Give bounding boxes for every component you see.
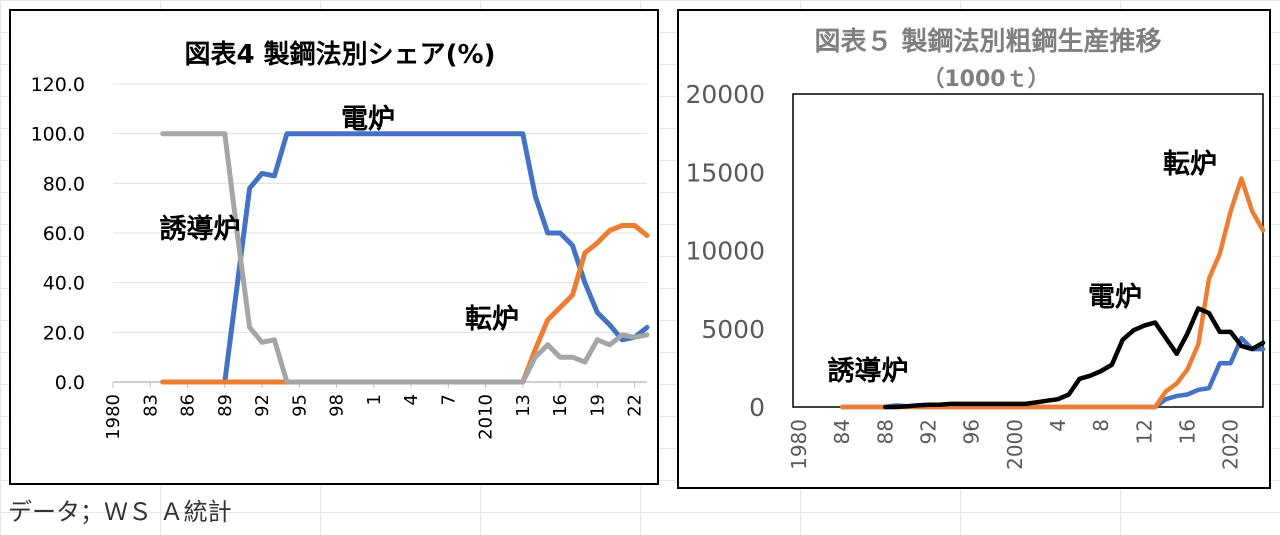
data-source-note: データ；ＷＳ Ａ統計 (8, 498, 232, 526)
chart2-x-tick-label: 2020 (1219, 419, 1243, 470)
chart1-x-ticks: 1980 83 86 89 92 95 98 1 4 7 2010 13 16 19 22 (103, 382, 646, 440)
chart2-x-tick-label: 88 (873, 419, 897, 444)
chart2-y-tick-label: 20000 (685, 80, 765, 109)
chart1-y-tick-label: 0.0 (55, 372, 85, 394)
chart1-label-induction: 誘導炉 (160, 213, 241, 245)
chart1-line-series-2 (160, 131, 650, 385)
chart2-x-tick-label: 1980 (787, 419, 811, 470)
chart2-x-tick-label: 92 (916, 419, 940, 444)
chart2-y-ticks: 0 5000 10000 15000 20000 (685, 80, 765, 422)
chart1-x-tick-label: 13 (513, 394, 534, 417)
chart2-line-series-2 (883, 306, 1266, 410)
chart1-label-bof: 転炉 (465, 304, 519, 335)
chart1-title: 図表4 製鋼法別シェア(%) (185, 40, 496, 70)
chart1-x-tick-label: 1980 (103, 394, 124, 440)
chart2-y-tick-label: 15000 (685, 158, 765, 187)
chart1-x-tick-label: 92 (252, 394, 273, 417)
chart1-series (160, 131, 650, 385)
chart1-y-tick-label: 60.0 (43, 223, 85, 245)
chart1-line-series-0 (160, 131, 650, 385)
chart1-x-tick-label: 95 (289, 394, 310, 417)
chart2-y-tick-label: 0 (749, 393, 765, 422)
chart2-series (839, 176, 1266, 410)
chart1-y-tick-label: 20.0 (43, 322, 85, 344)
chart2-y-tick-label: 10000 (685, 237, 765, 266)
chart2-x-tick-label: 96 (960, 419, 984, 444)
chart1-x-tick-label: 1 (364, 394, 385, 405)
chart2-title: 図表５ 製鋼法別粗鋼生産推移 (814, 26, 1161, 57)
chart1-y-ticks: 0.0 20.0 40.0 60.0 80.0 100.0 120.0 (31, 74, 85, 394)
chart2-y-tick-label: 5000 (701, 315, 765, 344)
chart1-y-tick-label: 80.0 (43, 173, 85, 195)
chart2-x-tick-label: 84 (830, 419, 854, 444)
chart1-x-tick-label: 86 (178, 394, 199, 417)
chart1-x-tick-label: 2010 (476, 394, 497, 440)
chart1-x-tick-label: 7 (438, 394, 459, 405)
chart2-label-induction: 誘導炉 (828, 355, 909, 387)
chart2-x-tick-label: 8 (1089, 419, 1113, 432)
chart1-line-series-1 (160, 223, 650, 385)
chart2-x-tick-label: 16 (1175, 419, 1199, 444)
chart2-x-tick-label: 12 (1132, 419, 1156, 444)
chart1-x-tick-label: 83 (140, 394, 161, 417)
chart2-label-bof: 転炉 (1163, 149, 1217, 180)
chart2-x-ticks: 1980 84 88 92 96 2000 4 8 12 16 2020 (787, 419, 1243, 470)
chart1-y-tick-label: 120.0 (31, 74, 85, 96)
chart1-x-tick-label: 89 (215, 394, 236, 417)
chart1-x-tick-label: 4 (401, 394, 422, 405)
chart1-x-tick-label: 19 (587, 394, 608, 417)
chart1-x-tick-label: 16 (550, 394, 571, 417)
chart1-frame (9, 9, 659, 485)
chart2-x-tick-label: 2000 (1003, 419, 1027, 470)
chart2-unit: （1000ｔ） (922, 67, 1049, 92)
chart1-x-tick-label: 98 (327, 394, 348, 417)
chart1-label-electric: 電炉 (341, 104, 395, 135)
chart2-x-tick-label: 4 (1046, 419, 1070, 432)
chart1-x-tick-label: 22 (625, 394, 646, 417)
chart1-y-tick-label: 100.0 (31, 124, 85, 146)
chart2-label-electric: 電炉 (1088, 282, 1142, 313)
chart1-y-tick-label: 40.0 (43, 273, 85, 295)
